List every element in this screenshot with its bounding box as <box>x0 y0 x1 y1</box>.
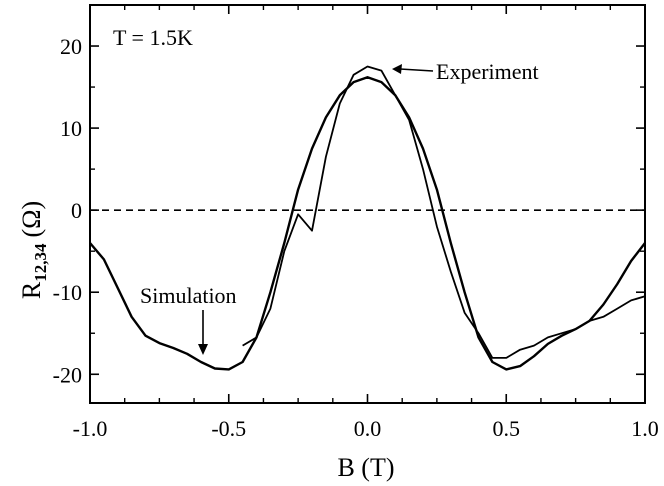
simulation-arrow-head <box>198 344 208 355</box>
y-tick-label: 20 <box>60 34 82 59</box>
x-tick-label: 0.5 <box>493 416 521 441</box>
x-tick-label: 1.0 <box>631 416 659 441</box>
x-tick-label: -0.5 <box>211 416 246 441</box>
y-tick-label: -20 <box>53 362 82 387</box>
x-tick-labels: -1.0 -0.5 0.0 0.5 1.0 <box>73 416 659 441</box>
series-line-experiment <box>242 65 646 359</box>
x-axis-title: B (T) <box>337 453 394 482</box>
series-line-simulation <box>89 76 646 371</box>
y-tick-label: 10 <box>60 116 82 141</box>
x-tick-label: -1.0 <box>73 416 108 441</box>
y-axis-title-subscript: 12,34 <box>31 243 50 282</box>
y-tick-labels: -20 -10 0 10 20 <box>53 34 82 387</box>
x-tick-label: 0.0 <box>354 416 382 441</box>
y-axis-title: R12,34 (Ω) <box>17 201 50 299</box>
plot-frame <box>89 4 646 404</box>
y-tick-label: -10 <box>53 280 82 305</box>
y-axis-title-unit: (Ω) <box>17 201 46 238</box>
y-axis-title-main: R <box>17 281 46 299</box>
series-group <box>89 65 646 371</box>
experiment-arrow-line <box>399 68 434 72</box>
temperature-annotation: T = 1.5K <box>113 25 193 50</box>
y-tick-label: 0 <box>71 198 82 223</box>
experiment-annotation: Experiment <box>436 59 539 84</box>
experiment-arrow-head <box>392 64 402 74</box>
simulation-annotation: Simulation <box>140 283 237 308</box>
axis-ticks <box>89 5 646 403</box>
svg-text:R12,34(Ω): R12,34 (Ω) <box>17 201 50 299</box>
